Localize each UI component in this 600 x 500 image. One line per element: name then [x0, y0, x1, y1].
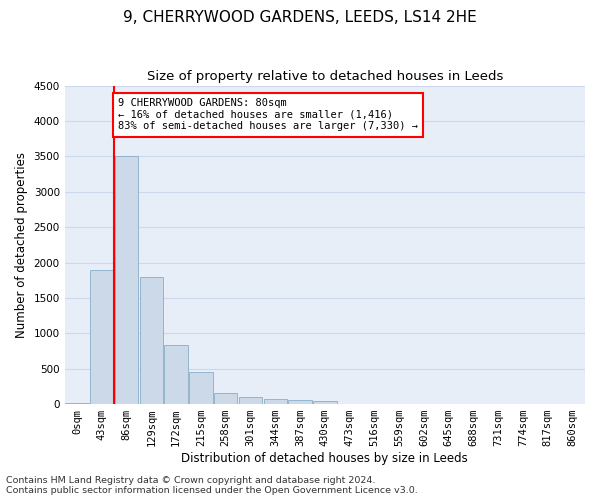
Bar — [313, 400, 337, 404]
Bar — [214, 393, 238, 404]
Text: Contains HM Land Registry data © Crown copyright and database right 2024.
Contai: Contains HM Land Registry data © Crown c… — [6, 476, 418, 495]
Bar — [263, 399, 287, 404]
Bar — [239, 398, 262, 404]
Text: 9, CHERRYWOOD GARDENS, LEEDS, LS14 2HE: 9, CHERRYWOOD GARDENS, LEEDS, LS14 2HE — [123, 10, 477, 25]
Bar — [115, 156, 139, 404]
Bar — [189, 372, 213, 404]
Text: 9 CHERRYWOOD GARDENS: 80sqm
← 16% of detached houses are smaller (1,416)
83% of : 9 CHERRYWOOD GARDENS: 80sqm ← 16% of det… — [118, 98, 418, 132]
Bar — [65, 402, 89, 404]
Title: Size of property relative to detached houses in Leeds: Size of property relative to detached ho… — [146, 70, 503, 83]
Bar — [164, 346, 188, 404]
X-axis label: Distribution of detached houses by size in Leeds: Distribution of detached houses by size … — [181, 452, 468, 465]
Y-axis label: Number of detached properties: Number of detached properties — [15, 152, 28, 338]
Bar — [140, 276, 163, 404]
Bar — [288, 400, 312, 404]
Bar — [90, 270, 113, 404]
